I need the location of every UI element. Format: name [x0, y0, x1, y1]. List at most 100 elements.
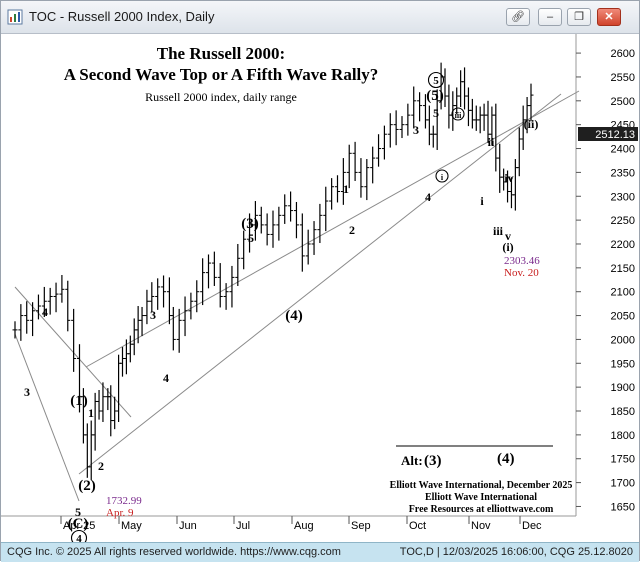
price-bar — [252, 201, 258, 241]
price-tick-label: 1700 — [611, 478, 635, 490]
trend-channels — [14, 90, 580, 502]
wave-label: (3) — [241, 216, 259, 232]
price-bar — [65, 280, 71, 332]
price-chart: 1650 1700 1750 1800 1850 1900 1950 2000 2050 2100… — [1, 34, 639, 542]
channel-line-left-down-lower — [14, 333, 80, 502]
price-bar — [329, 178, 335, 210]
date-tick-label: Sep — [351, 520, 371, 532]
wave-label: ii — [488, 135, 495, 149]
credit-line-1: Elliott Wave International, December 202… — [390, 480, 573, 491]
price-bar — [71, 308, 77, 372]
date-tick-label: Jun — [179, 520, 197, 532]
price-tick-label: 2600 — [611, 48, 635, 60]
price-bar — [288, 191, 294, 222]
wave-label: (2) — [78, 478, 96, 494]
price-bar — [258, 206, 264, 234]
price-bar — [235, 243, 241, 286]
wave-circle — [451, 107, 465, 121]
price-bar — [417, 92, 423, 122]
minimize-button[interactable]: – — [538, 8, 562, 26]
last-price-marker: 2512.13 — [578, 127, 638, 141]
price-bar — [528, 83, 534, 122]
title-bar[interactable]: TOC - Russell 2000 Index, Daily 🔗︎ – ❐ ✕ — [1, 1, 639, 34]
last-price-label: 2512.13 — [595, 129, 635, 141]
wave-circle — [427, 71, 445, 89]
price-bar — [217, 263, 223, 308]
wave-label: 4 — [425, 190, 431, 204]
window-title: TOC - Russell 2000 Index, Daily — [29, 9, 215, 24]
wave-label: 1 — [343, 182, 349, 196]
date-tick-label: Aug — [294, 520, 314, 532]
restore-button[interactable]: ❐ — [567, 8, 591, 26]
price-bar — [264, 213, 270, 246]
price-bar — [35, 294, 41, 320]
wave-label: (ii) — [524, 117, 539, 131]
wave-circle — [435, 169, 449, 183]
price-bar — [299, 213, 305, 272]
price-bar — [370, 146, 376, 184]
price-bar — [311, 221, 317, 255]
price-bar — [335, 175, 340, 203]
price-tick-label: 2550 — [611, 72, 635, 84]
status-copyright: CQG Inc. © 2025 All rights reserved worl… — [7, 546, 341, 558]
price-tick-label: 2200 — [611, 239, 635, 251]
close-icon: ✕ — [604, 11, 614, 23]
price-bar — [53, 282, 59, 313]
date-ticks: Apr 25 May Jun Jul Aug Sep Oct Nov Dec — [60, 516, 542, 532]
price-bar — [352, 141, 358, 181]
wave-label: 5 — [433, 75, 439, 87]
wave-label: 3 — [413, 123, 419, 137]
link-button[interactable]: 🔗︎ — [506, 8, 530, 26]
price-ticks: 1650 1700 1750 1800 1850 1900 1950 2000 2050 2100… — [576, 48, 635, 513]
price-axis-area — [576, 34, 639, 542]
price-bar — [200, 258, 206, 306]
price-bar — [229, 265, 235, 308]
status-session: TOC,D | 12/03/2025 16:06:00, CQG 25.12.8… — [399, 546, 633, 558]
price-bar — [41, 286, 47, 317]
price-bar — [282, 194, 288, 224]
price-bar — [47, 287, 53, 315]
restore-icon: ❐ — [574, 11, 584, 23]
date-tick-label: Dec — [522, 520, 542, 532]
chart-app-icon — [7, 9, 23, 25]
channel-line-main-upper — [85, 90, 580, 368]
price-tick-label: 1800 — [611, 430, 635, 442]
price-bar — [293, 201, 299, 239]
price-tick-label: 2300 — [611, 191, 635, 203]
price-bar — [241, 230, 247, 270]
credit-line-3: Free Resources at elliottwave.com — [409, 504, 554, 515]
wave-label: (5) — [426, 88, 444, 104]
wave-circle — [70, 529, 88, 542]
wave-label: 5 — [248, 231, 254, 245]
price-tick-label: 1650 — [611, 501, 635, 513]
price-tick-label: 2100 — [611, 287, 635, 299]
price-tick-label: 2000 — [611, 334, 635, 346]
price-bar — [100, 382, 106, 422]
price-bar — [188, 292, 194, 320]
alt-label: Alt: — [401, 453, 423, 468]
price-bar — [317, 203, 323, 244]
chart-subtitle: A Second Wave Top or A Fifth Wave Rally? — [64, 65, 379, 84]
price-tick-label: 1950 — [611, 358, 635, 370]
alt-wave-3: (3) — [424, 453, 442, 469]
price-bar — [59, 275, 65, 303]
wave-label: i — [480, 194, 484, 208]
price-tick-label: 2500 — [611, 96, 635, 108]
price-bar — [161, 275, 167, 308]
price-bar — [18, 304, 24, 341]
price-bar — [206, 254, 211, 289]
link-icon: 🔗︎ — [511, 11, 525, 23]
price-bar — [149, 282, 155, 313]
wave-label: Nov. 20 — [504, 267, 539, 279]
price-bar — [276, 206, 282, 241]
wave-label: 3 — [150, 308, 156, 322]
price-bar — [176, 308, 182, 353]
price-tick-label: 2400 — [611, 144, 635, 156]
price-bar — [24, 301, 30, 334]
wave-label: Apr. 9 — [106, 507, 134, 519]
price-bar — [144, 289, 150, 325]
price-bar — [211, 251, 217, 286]
close-button[interactable]: ✕ — [597, 8, 621, 26]
price-bar — [376, 134, 382, 167]
